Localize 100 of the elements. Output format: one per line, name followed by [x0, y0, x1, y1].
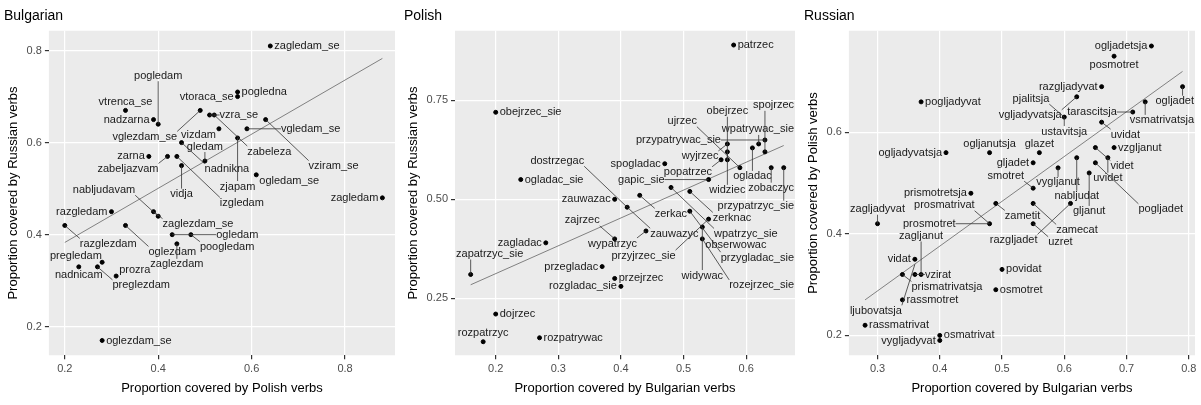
annotation: izgledam [219, 195, 264, 208]
annotation: rozgladac_sie [549, 279, 617, 292]
annotation: przypatrywac_sie [635, 133, 721, 146]
annotation: rassmotret [906, 292, 959, 305]
annotation: popatrzec [663, 165, 713, 178]
x-tick-label: 0.7 [1118, 361, 1135, 374]
annotation: vidat [887, 252, 911, 265]
annotation: zametit [1004, 208, 1041, 221]
x-tick-label: 0.8 [337, 361, 353, 374]
annotation: patrzec [737, 38, 775, 51]
annotation: prozra [119, 262, 152, 275]
annotation: rozejrzec_sie [729, 278, 795, 291]
x-tick-label: 0.2 [488, 361, 504, 374]
annotation: razglezdam [79, 236, 137, 249]
annotation: prismatrivatsja [911, 280, 984, 293]
x-tick-label: 0.6 [1056, 361, 1072, 374]
annotation: zagladac [497, 235, 543, 248]
x-axis-title: Proportion covered by Bulgarian verbs [514, 379, 737, 395]
annotation: dojrzec [499, 307, 536, 320]
annotation: vtrenca_se [98, 94, 153, 107]
y-tick-label: 0.4 [826, 226, 842, 239]
annotation: prosmatrivat [914, 198, 975, 211]
annotation: zamecat [1056, 222, 1098, 235]
x-tick-label: 0.4 [150, 361, 166, 374]
annotation: ogledam [216, 227, 259, 240]
annotation: povidat [1006, 262, 1042, 275]
annotation: preglezdam [112, 278, 170, 291]
annotation: vzra_se [219, 108, 259, 121]
annotation: ogledam_se [259, 174, 320, 187]
annotation: zarna [117, 149, 146, 162]
annotation: ogljadetsja [1094, 39, 1149, 52]
annotation: pregledam [49, 248, 102, 261]
annotation: zagljadyvat [850, 202, 906, 215]
annotation: rozpatrywac [543, 330, 604, 343]
annotation: wyjrzec [680, 149, 719, 162]
annotation: uzret [1048, 235, 1073, 248]
x-axis-title: Proportion covered by Polish verbs [121, 379, 324, 395]
annotation: dostrzegac [530, 153, 585, 166]
annotation: spojrzec [753, 98, 795, 111]
annotation: zjapam [219, 179, 256, 192]
chart-title: Russian [804, 7, 855, 24]
annotation: pogledam [134, 68, 183, 81]
annotation: vygljanut [1036, 175, 1080, 188]
x-tick-label: 0.4 [613, 361, 629, 374]
annotation: vgljadyvatsja [998, 108, 1063, 121]
chart-title: Bulgarian [4, 7, 64, 24]
annotation: vzgljanut [1118, 140, 1162, 153]
chart-title: Polish [404, 7, 443, 24]
annotation: ogljadyvatsja [878, 145, 943, 158]
annotation: rassmatrivat [869, 318, 929, 331]
annotation: zaglezdam_se [162, 217, 234, 230]
y-tick-label: 0.75 [426, 93, 449, 106]
annotation: zerkac [654, 206, 688, 219]
annotation: obserwowac [705, 238, 767, 251]
annotation: vzirat [924, 267, 952, 280]
annotation: przypatrzyc_sie [717, 199, 795, 212]
annotation: nabljudavam [72, 182, 136, 195]
y-tick-label: 0.4 [26, 227, 42, 240]
annotation: vtoraca_se [179, 89, 234, 102]
annotation: widywac [680, 268, 724, 281]
x-tick-label: 0.4 [932, 361, 948, 374]
annotation: zagljanut [899, 229, 944, 242]
y-tick-label: 0.25 [426, 291, 449, 304]
annotation: vidja [170, 187, 194, 200]
annotation: zaglezdam [150, 257, 204, 270]
annotation: ogljadet [1155, 94, 1195, 107]
annotation: videt [1110, 159, 1134, 172]
x-tick-label: 0.6 [738, 361, 754, 374]
annotation: prismotretsja [903, 186, 968, 199]
annotation: tarascitsja [1067, 105, 1118, 118]
annotation: zobaczyc [748, 181, 795, 194]
annotation: zauwazyc [650, 226, 699, 239]
annotation: oglezdam [148, 244, 197, 257]
annotation: zabeleza [247, 144, 293, 157]
annotation: przygladac_sie [720, 250, 794, 263]
annotation: ogljanutsja [963, 137, 1017, 150]
annotation: przegladac [544, 259, 599, 272]
annotation: nabljudat [1054, 189, 1100, 202]
annotation: pogledna [241, 85, 288, 98]
annotation: osmotret [999, 282, 1043, 295]
y-tick-label: 0.6 [826, 125, 842, 138]
y-axis-title: Proportion covered by Russian verbs [5, 85, 21, 300]
annotation: zabeljazvam [97, 161, 159, 174]
annotation: ogladac [733, 169, 773, 182]
annotation: obejrzec_sie [499, 105, 562, 118]
annotation: zauwazac [561, 192, 612, 205]
annotation: gapic_sie [618, 172, 665, 185]
x-tick-label: 0.3 [869, 361, 886, 374]
annotation: zagledam_se [274, 39, 340, 52]
annotation: zapatrzyc_sie [456, 247, 524, 260]
y-tick-label: 0.8 [26, 43, 42, 56]
annotation: ustavitsja [1041, 124, 1089, 137]
annotation: obejrzec [706, 104, 749, 117]
x-tick-label: 0.8 [1181, 361, 1197, 374]
annotation: ogladac_sie [524, 172, 584, 185]
annotation: razgledam [56, 204, 108, 217]
x-tick-label: 0.6 [243, 361, 260, 374]
y-axis-title: Proportion covered by Polish verbs [805, 91, 821, 294]
y-axis-title: Proportion covered by Russian verbs [405, 85, 421, 300]
annotation: uvidet [1093, 171, 1123, 184]
